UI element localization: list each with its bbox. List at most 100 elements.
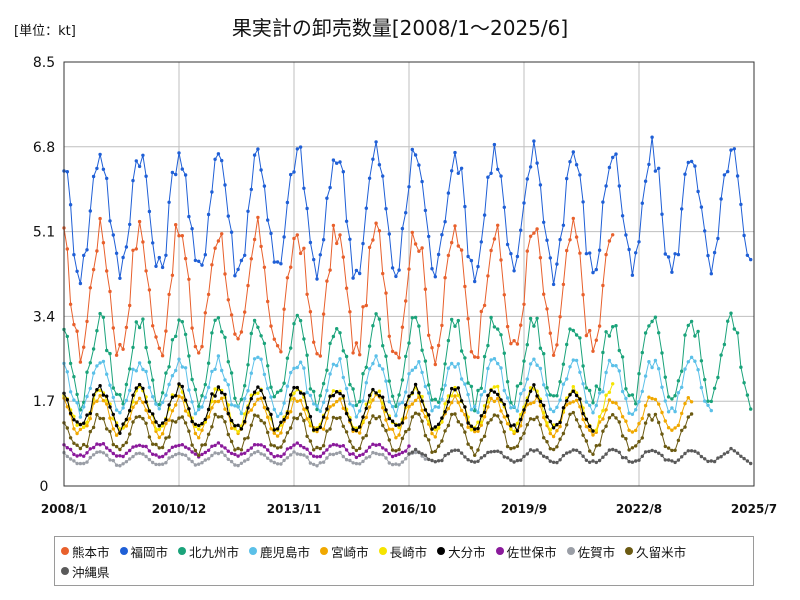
series-point [620,415,625,419]
series-point [384,291,388,295]
series-point [463,405,467,409]
series-point [463,455,467,459]
series-point [101,315,106,319]
series-point [193,463,198,467]
series-point [341,375,345,380]
series-point [246,209,250,213]
series-point [325,279,329,283]
series-point [433,405,437,409]
series-point [404,416,408,420]
series-point [108,429,112,434]
series-point [568,160,572,164]
series-point [321,415,326,419]
series-point [742,456,746,461]
series-point [285,431,290,435]
series-point [453,394,457,398]
series-point [246,283,250,288]
series-point [285,411,290,415]
legend-item: 北九州市 [178,541,239,561]
series-point [164,329,168,333]
series-point [177,151,181,155]
series-point [670,428,674,432]
series-point [164,253,168,257]
series-point [210,369,214,374]
series-point [643,331,648,335]
series-point [213,246,217,250]
series-point [82,345,86,349]
series-point [377,452,382,457]
series-point [390,404,395,409]
series-point [183,409,188,413]
series-point [315,404,319,408]
legend-label: 福岡市 [130,544,169,560]
legend-marker [320,547,329,555]
series-point [325,429,329,433]
series-point [532,383,536,387]
series-point [262,184,267,188]
series-point [160,421,165,425]
series-point [512,430,516,434]
series-point [558,437,562,441]
series-point [588,403,592,408]
series-point [348,458,352,463]
series-point [555,343,559,347]
series-point [151,442,155,446]
series-point [532,357,536,361]
series-point [325,448,329,452]
series-point [68,447,73,452]
series-point [749,257,753,262]
series-point [262,341,267,346]
series-point [68,302,73,306]
series-point [65,405,70,409]
series-point [108,289,112,294]
series-point [213,394,217,398]
series-point [459,377,464,381]
series-point [154,335,158,339]
series-point [551,394,556,398]
series-point [538,256,543,260]
series-point [298,444,303,448]
series-point [275,344,280,348]
legend-label: 大分市 [448,544,486,560]
series-point [588,460,592,464]
series-point [604,184,608,188]
series-point [696,189,700,194]
series-point [344,354,349,359]
series-point [197,407,201,412]
series-point [91,453,96,457]
series-point [604,408,608,412]
series-point [745,459,750,463]
series-point [496,449,500,453]
series-point [492,385,497,389]
series-point [496,384,500,389]
series-point [657,451,661,455]
series-point [174,368,178,373]
series-point [427,333,431,337]
series-point [607,390,612,394]
series-point [298,452,303,457]
series-point [210,453,214,458]
series-point [101,167,106,171]
series-point [134,320,138,324]
series-point [417,163,421,167]
series-point [482,410,487,414]
series-point [128,432,132,436]
series-point [210,190,214,194]
series-point [170,409,175,413]
series-point [243,451,247,455]
series-point [703,457,707,461]
series-point [548,331,552,335]
series-point [630,430,635,434]
series-point [335,416,339,421]
series-point [528,417,533,421]
series-point [259,452,263,456]
series-point [269,427,273,431]
series-point [505,422,510,426]
series-point [141,153,145,157]
series-point [269,324,273,328]
series-point [236,337,240,341]
series-point [443,453,447,458]
series-point [532,231,536,235]
series-point [95,442,99,446]
series-point [505,444,510,449]
